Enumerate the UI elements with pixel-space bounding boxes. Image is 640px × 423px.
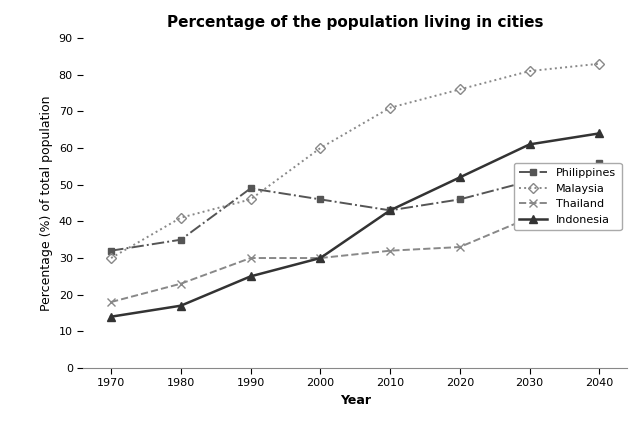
Malaysia xyxy=(595,61,603,66)
Philippines xyxy=(108,248,115,253)
Thailand xyxy=(386,248,394,253)
Philippines xyxy=(525,179,533,184)
Title: Percentage of the population living in cities: Percentage of the population living in c… xyxy=(167,15,543,30)
Philippines xyxy=(317,197,324,202)
Thailand xyxy=(177,281,185,286)
Malaysia xyxy=(177,215,185,220)
Indonesia xyxy=(386,208,394,213)
Malaysia xyxy=(247,197,255,202)
Thailand xyxy=(595,182,603,187)
Line: Philippines: Philippines xyxy=(108,159,603,254)
Philippines xyxy=(177,237,185,242)
Philippines xyxy=(247,186,255,191)
Legend: Philippines, Malaysia, Thailand, Indonesia: Philippines, Malaysia, Thailand, Indones… xyxy=(514,162,621,231)
Indonesia xyxy=(247,274,255,279)
Y-axis label: Percentage (%) of total population: Percentage (%) of total population xyxy=(40,95,53,311)
Indonesia xyxy=(177,303,185,308)
Philippines xyxy=(386,208,394,213)
Malaysia xyxy=(525,69,533,74)
Thailand xyxy=(456,244,463,250)
Line: Thailand: Thailand xyxy=(107,181,604,306)
Thailand xyxy=(317,255,324,261)
X-axis label: Year: Year xyxy=(340,394,371,407)
Malaysia xyxy=(386,105,394,110)
Indonesia xyxy=(456,175,463,180)
Philippines xyxy=(456,197,463,202)
Indonesia xyxy=(108,314,115,319)
Malaysia xyxy=(108,255,115,261)
Thailand xyxy=(108,299,115,305)
Malaysia xyxy=(317,146,324,151)
Indonesia xyxy=(525,142,533,147)
Thailand xyxy=(247,255,255,261)
Line: Malaysia: Malaysia xyxy=(108,60,603,261)
Indonesia xyxy=(317,255,324,261)
Malaysia xyxy=(456,87,463,92)
Line: Indonesia: Indonesia xyxy=(107,129,604,321)
Thailand xyxy=(525,215,533,220)
Philippines xyxy=(595,160,603,165)
Indonesia xyxy=(595,131,603,136)
